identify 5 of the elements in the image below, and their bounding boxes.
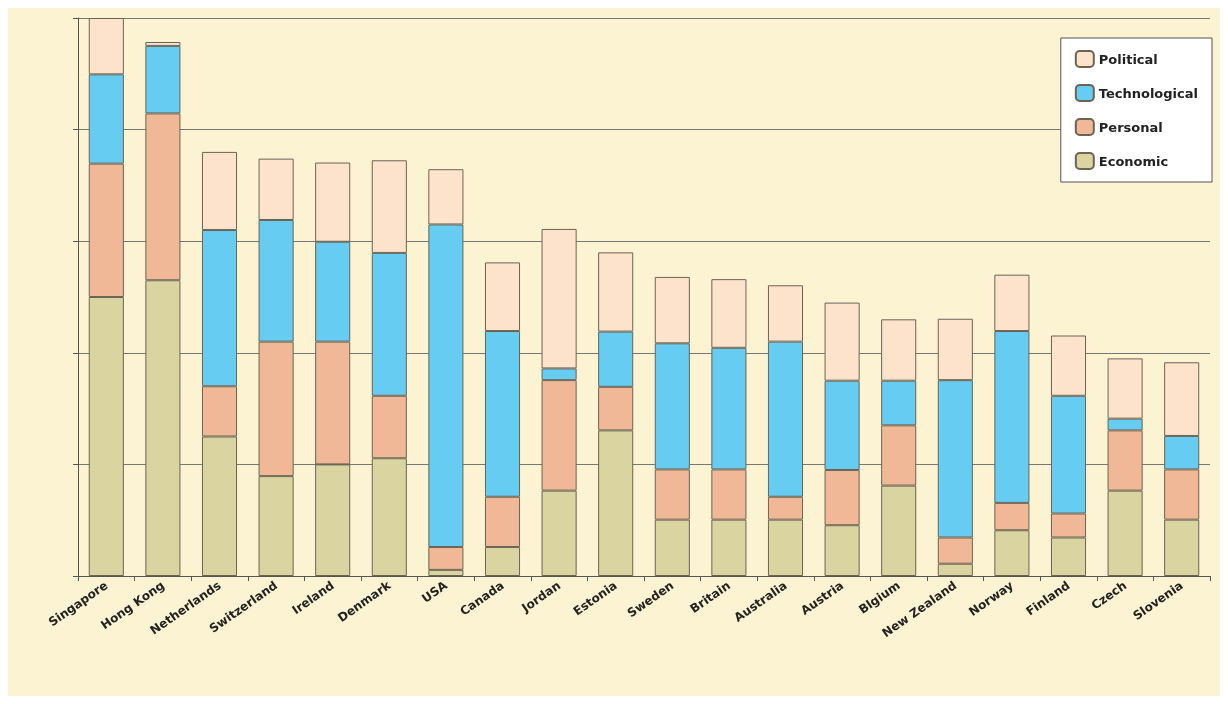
x-tick-label: USA xyxy=(419,577,451,606)
legend-label: Technological xyxy=(1098,85,1199,101)
legend-label: Personal xyxy=(1098,119,1163,135)
legend-label: Economic xyxy=(1098,153,1169,169)
legend-label: Political xyxy=(1098,51,1158,67)
